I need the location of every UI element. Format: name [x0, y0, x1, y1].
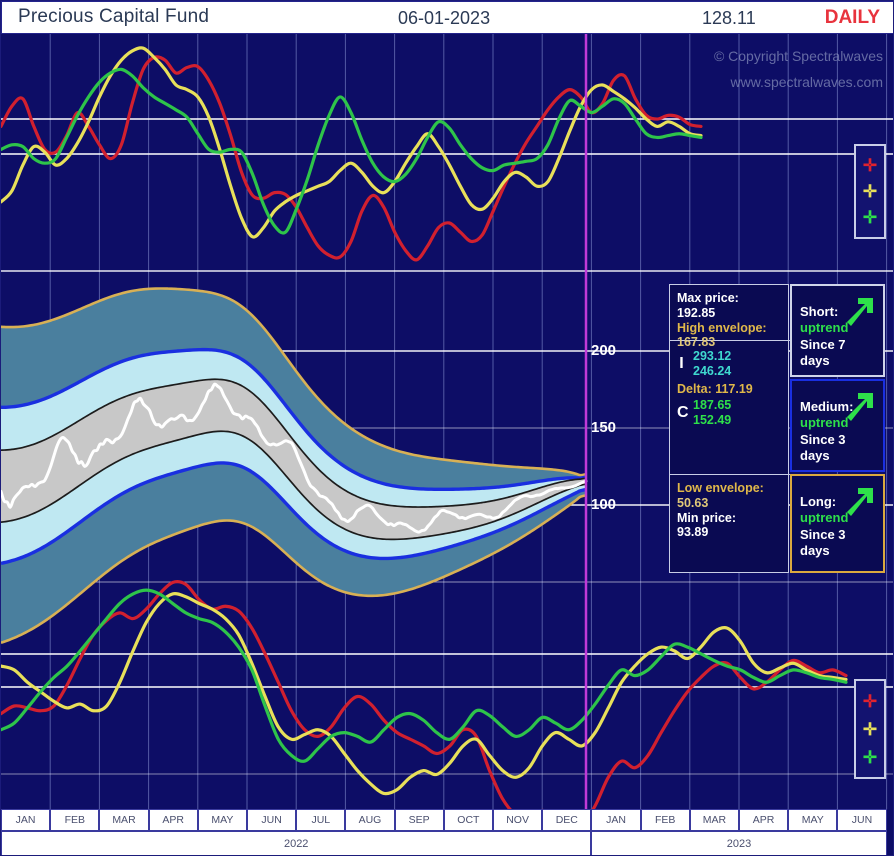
trend-box-short[interactable]: Short: uptrend Since 7 days — [790, 284, 885, 377]
x-axis-year-2023: 2023 — [591, 831, 887, 855]
i-channel-row: I 293.12 246.24 — [677, 349, 783, 378]
x-axis-month-sep-8: SEP — [394, 809, 444, 831]
header-timeframe: DAILY — [824, 7, 880, 28]
chart-svg — [1, 34, 893, 809]
c-channel-letter: C — [677, 403, 689, 421]
low-envelope-label: Low envelope: — [677, 481, 764, 495]
trend-label: Long: — [800, 494, 837, 509]
upper-legend-key[interactable]: ✛ ✛ ✛ — [854, 144, 886, 239]
legend-marker-yellow: ✛ — [862, 181, 878, 201]
x-axis-month-may-16: MAY — [788, 809, 838, 831]
y-axis-tick-150: 150 — [591, 419, 617, 436]
min-price-value: 93.89 — [677, 525, 709, 540]
x-axis-month-apr-3: APR — [148, 809, 198, 831]
x-axis-month-jun-5: JUN — [247, 809, 297, 831]
i-channel-letter: I — [679, 354, 684, 372]
x-axis-month-mar-2: MAR — [99, 809, 149, 831]
delta-value: Delta: 117.19 — [677, 382, 753, 396]
upper-oscillator-lines — [1, 46, 893, 262]
min-price-label: Min price: — [677, 510, 737, 525]
y-axis-tick-200: 200 — [591, 342, 617, 359]
x-axis: JAN FEB MAR APR MAY JUN JUL AUG SEP OCT NOV DEC JAN F… — [1, 809, 893, 855]
high-envelope-value: 167.83 — [677, 335, 716, 350]
trend-since: Since 3 days — [800, 526, 846, 558]
up-arrow-icon — [847, 488, 873, 516]
x-axis-month-nov-10: NOV — [493, 809, 543, 831]
x-axis-month-may-4: MAY — [197, 809, 247, 831]
x-axis-month-apr-15: APR — [739, 809, 789, 831]
legend-marker-green: ✛ — [862, 208, 878, 228]
chart-header: Precious Capital Fund 06-01-2023 128.11 … — [1, 1, 893, 34]
max-price-label: Max price: — [677, 291, 739, 305]
x-axis-month-feb-1: FEB — [50, 809, 100, 831]
high-envelope-label: High envelope: — [677, 320, 767, 335]
trend-label: Medium: — [800, 399, 854, 414]
x-axis-month-aug-7: AUG — [345, 809, 395, 831]
x-axis-month-jan-12: JAN — [591, 809, 641, 831]
legend-marker-red: ✛ — [862, 155, 878, 175]
x-axis-year-2022: 2022 — [1, 831, 592, 855]
c-channel-row: C 187.65 152.49 — [677, 398, 783, 427]
envelope-bands — [1, 287, 588, 645]
lower-oscillator-lines — [1, 580, 893, 809]
legend-marker-yellow: ✛ — [862, 719, 878, 739]
i-channel-lower: 246.24 — [693, 363, 732, 378]
trend-since: Since 7 days — [800, 336, 846, 368]
trend-since: Since 3 days — [800, 431, 846, 463]
x-axis-month-jul-6: JUL — [296, 809, 346, 831]
low-envelope-value: 50.63 — [677, 495, 709, 510]
trend-box-medium[interactable]: Medium: uptrend Since 3 days — [790, 379, 885, 472]
y-axis-tick-100: 100 — [591, 496, 617, 513]
x-axis-month-dec-11: DEC — [542, 809, 592, 831]
c-channel-lower: 152.49 — [693, 412, 732, 427]
channel-section: I 293.12 246.24 Delta: 117.19 C 187.65 1… — [670, 341, 790, 475]
max-price-value: 192.85 — [677, 305, 716, 320]
legend-marker-red: ✛ — [862, 691, 878, 711]
x-axis-month-oct-9: OCT — [443, 809, 493, 831]
x-axis-month-feb-13: FEB — [640, 809, 690, 831]
up-arrow-icon — [847, 393, 873, 421]
trend-state: uptrend — [800, 415, 849, 431]
x-axis-month-mar-14: MAR — [689, 809, 739, 831]
legend-marker-green: ✛ — [862, 747, 878, 767]
statistics-panel: Max price: 192.85 High envelope: 167.83 … — [669, 284, 790, 574]
x-axis-month-jan-0: JAN — [1, 809, 51, 831]
trend-state: uptrend — [800, 320, 849, 336]
lower-legend-key[interactable]: ✛ ✛ ✛ — [854, 679, 886, 779]
price-extremes-section: Max price: 192.85 High envelope: 167.83 — [670, 285, 790, 349]
trend-state: uptrend — [800, 510, 849, 526]
i-channel-upper: 293.12 — [693, 349, 732, 363]
trend-label: Short: — [800, 304, 839, 319]
page-title: Precious Capital Fund — [18, 6, 210, 27]
low-extremes-section: Low envelope: 50.63 Min price: 93.89 — [670, 475, 790, 574]
up-arrow-icon — [847, 298, 873, 326]
x-axis-month-jun-17: JUN — [837, 809, 887, 831]
trend-box-long[interactable]: Long: uptrend Since 3 days — [790, 474, 885, 573]
c-channel-upper: 187.65 — [693, 398, 732, 412]
header-date: 06-01-2023 — [398, 8, 491, 28]
header-price: 128.11 — [702, 8, 756, 28]
